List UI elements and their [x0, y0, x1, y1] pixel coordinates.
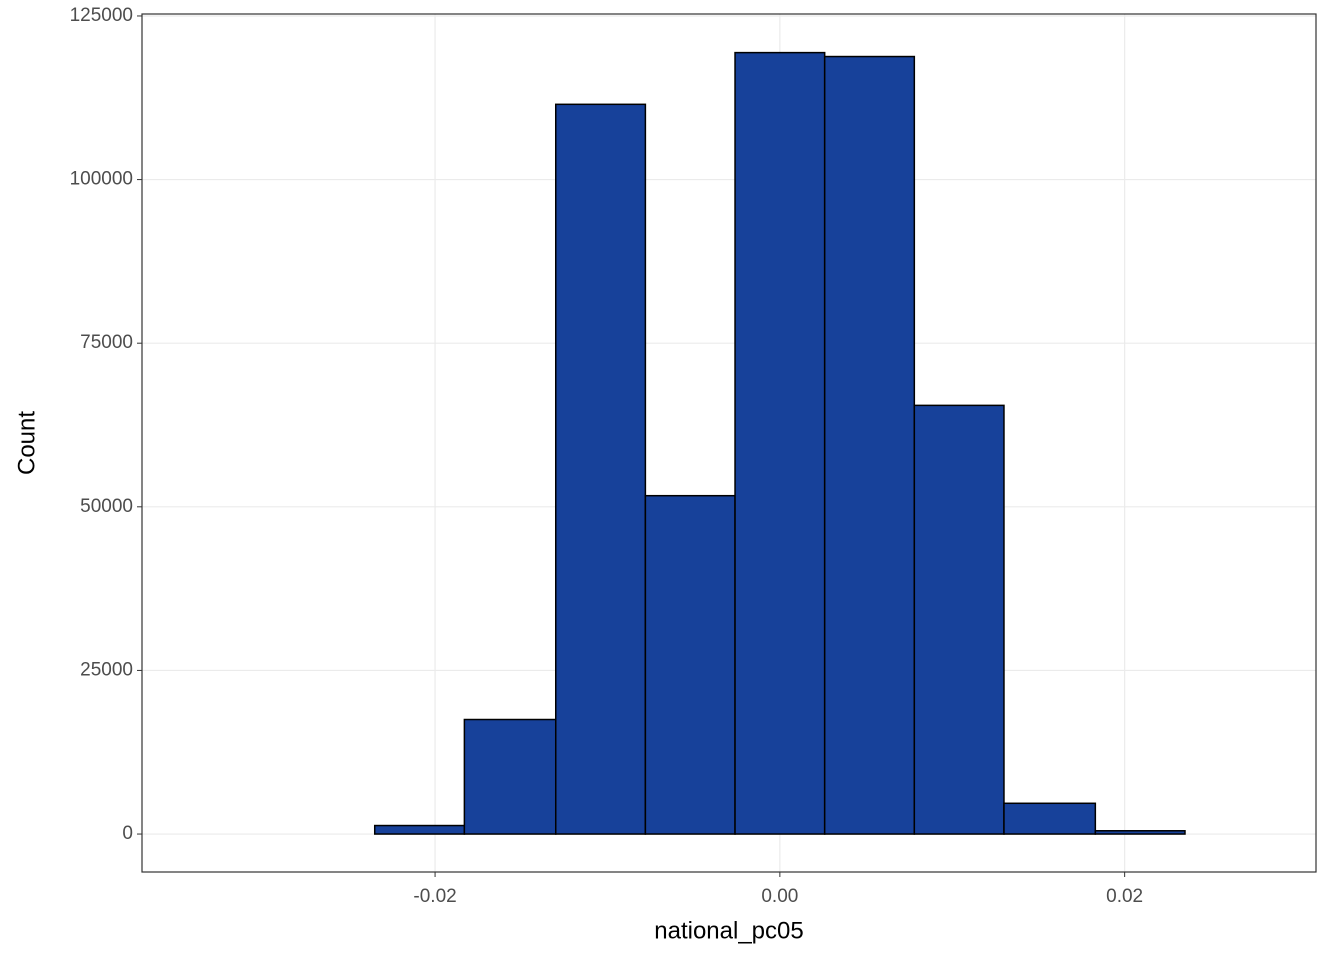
- bar: [373, 824, 466, 835]
- plot-border: [141, 13, 1317, 873]
- bar: [644, 494, 736, 835]
- y-tick-label: 100000: [70, 169, 133, 190]
- x-tick-label: -0.02: [413, 886, 456, 907]
- x-axis-title: national_pc05: [654, 917, 803, 944]
- bar: [463, 718, 557, 835]
- y-tick-label: 75000: [80, 332, 133, 353]
- bar: [913, 404, 1005, 835]
- bar: [554, 103, 647, 835]
- y-tick-label: 0: [122, 823, 133, 844]
- y-tick-label: 125000: [70, 5, 133, 26]
- x-tick-label: 0.00: [761, 886, 798, 907]
- bar: [823, 55, 916, 835]
- x-tick-label: 0.02: [1106, 886, 1143, 907]
- bar: [1003, 802, 1097, 835]
- y-tick-label: 50000: [80, 496, 133, 517]
- bar: [734, 51, 826, 835]
- y-tick-label: 25000: [80, 659, 133, 680]
- y-axis-title: Count: [13, 411, 40, 475]
- bar: [1094, 830, 1186, 835]
